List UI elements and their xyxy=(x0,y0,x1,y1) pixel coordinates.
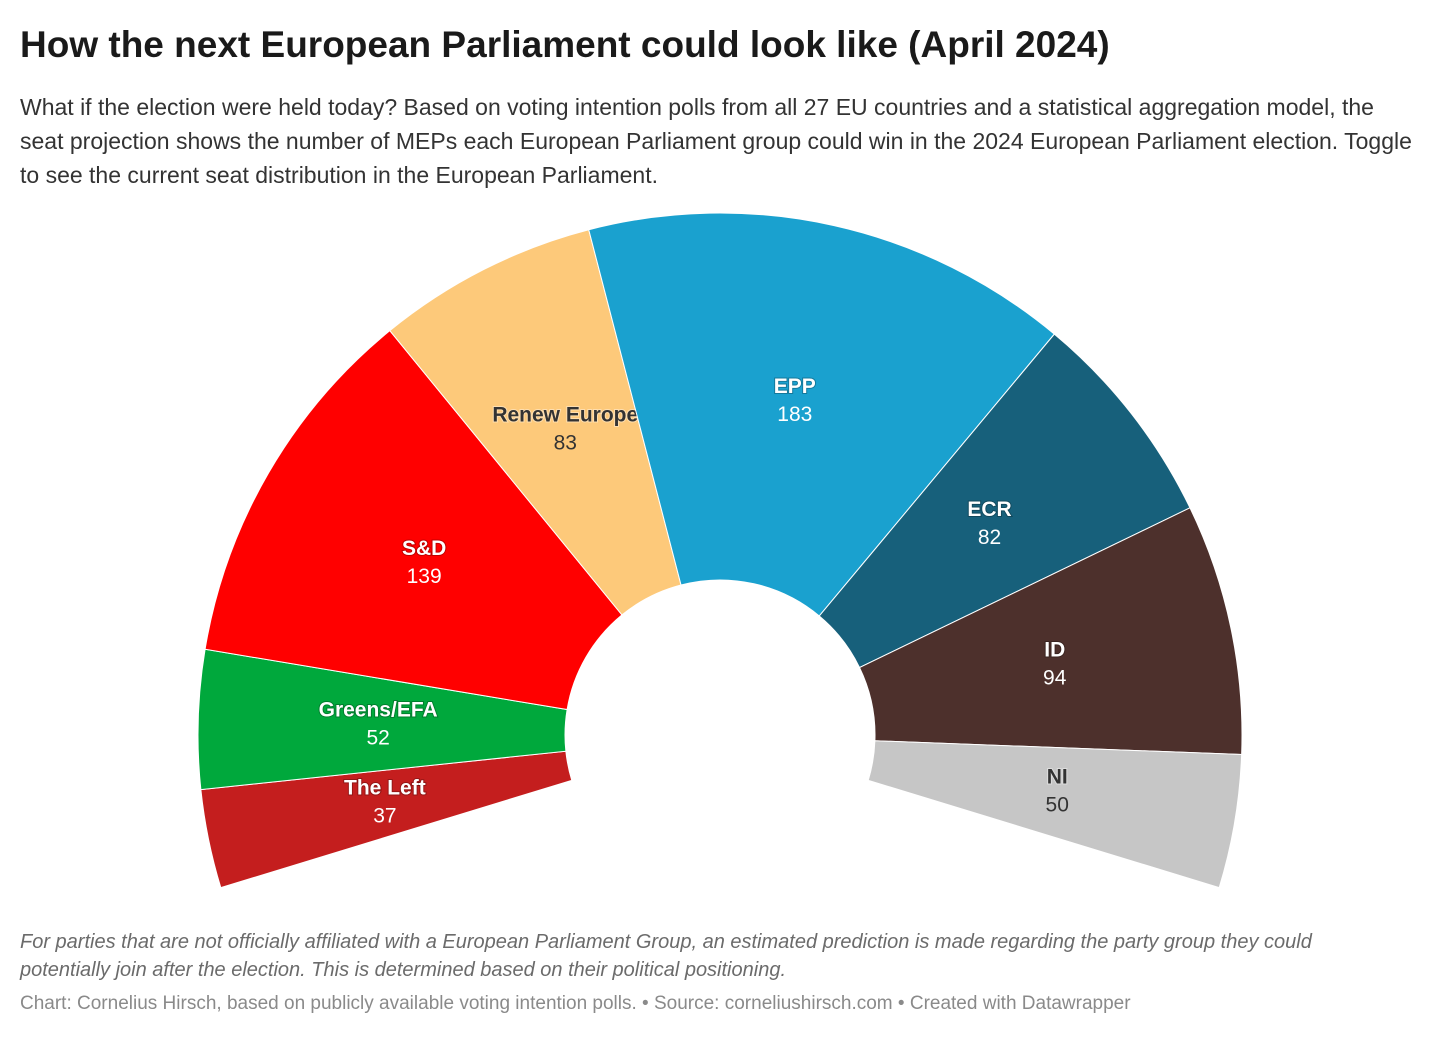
wedge xyxy=(204,329,623,711)
value-label: 82 xyxy=(978,526,1001,549)
wedge-label: NI xyxy=(1047,765,1068,788)
chart-subtitle: What if the election were held today? Ba… xyxy=(20,94,1412,188)
value-label: 37 xyxy=(373,805,396,828)
wedge-label: EPP xyxy=(774,375,816,398)
wedge xyxy=(389,229,682,616)
wedge-label: The Left xyxy=(344,777,426,800)
value-label: 94 xyxy=(1043,666,1067,689)
wedge xyxy=(858,507,1243,756)
wedge-label: Greens/EFA xyxy=(319,698,438,721)
credit: Chart: Cornelius Hirsch, based on public… xyxy=(20,993,1131,1014)
value-label: 139 xyxy=(407,565,442,588)
wedge-label: ID xyxy=(1044,638,1065,661)
wedge xyxy=(818,333,1191,669)
chart-title: How the next European Parliament could l… xyxy=(20,24,1110,65)
value-label: 83 xyxy=(554,432,577,455)
wedge-label: Renew Europe xyxy=(492,404,638,427)
value-label: 50 xyxy=(1046,793,1069,816)
wedge xyxy=(867,740,1243,889)
footnote: For parties that are not officially affi… xyxy=(20,931,1312,981)
wedge-label: S&D xyxy=(402,537,446,560)
wedge-label: ECR xyxy=(967,498,1011,521)
value-label: 52 xyxy=(366,726,389,749)
wedge xyxy=(588,212,1056,617)
value-label: 183 xyxy=(777,403,812,426)
